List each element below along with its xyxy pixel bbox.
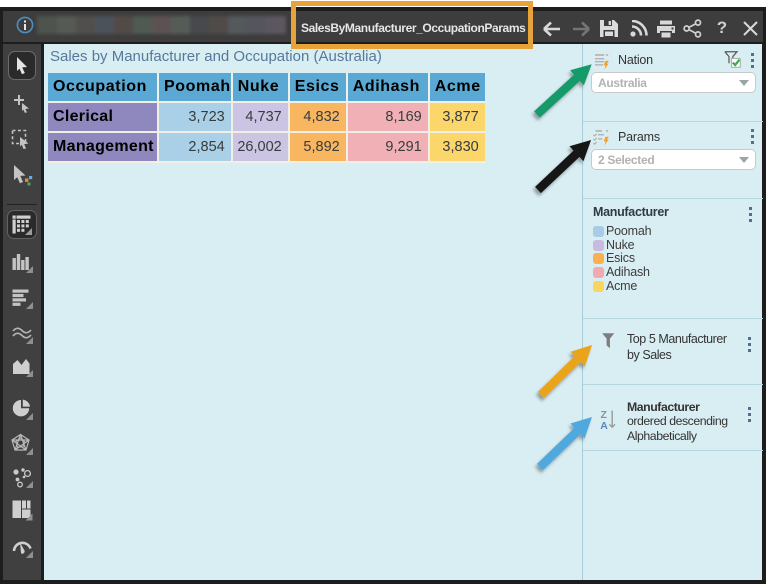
svg-text:Z: Z bbox=[601, 409, 608, 421]
svg-text:A: A bbox=[600, 420, 608, 430]
